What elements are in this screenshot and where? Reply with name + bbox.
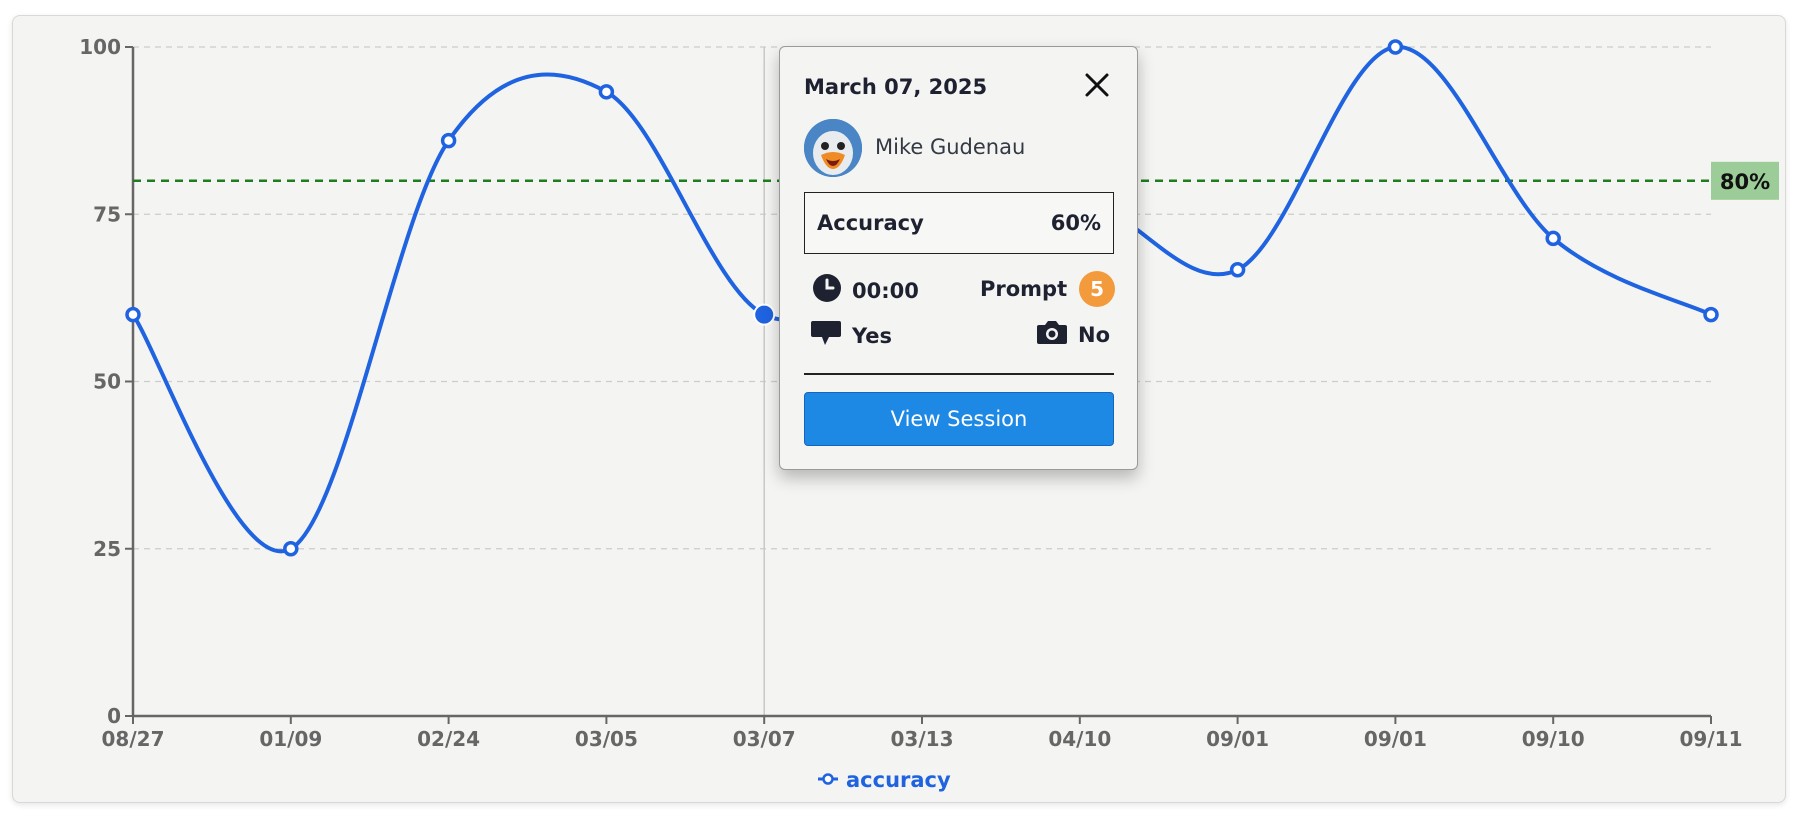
- x-tick-label: 01/09: [259, 727, 322, 751]
- data-point-tooltip: March 07, 2025 Mike Gudenau Accuracy 60%…: [779, 46, 1138, 470]
- x-tick-label: 04/10: [1048, 727, 1111, 751]
- prompt-label: Prompt: [980, 277, 1068, 301]
- tooltip-divider: [804, 373, 1114, 375]
- legend-label: accuracy: [846, 768, 951, 792]
- data-point: [125, 306, 141, 323]
- comment-status: Yes: [810, 319, 892, 352]
- tooltip-date: March 07, 2025: [804, 75, 988, 99]
- prompt-badge: 5: [1079, 271, 1116, 307]
- avatar: [804, 119, 862, 177]
- x-tick-label: 03/07: [733, 727, 796, 751]
- y-tick-label: 25: [93, 537, 121, 561]
- data-point: [1545, 230, 1561, 247]
- target-label-bg: [1711, 161, 1779, 200]
- x-tick-label: 09/01: [1364, 727, 1427, 751]
- x-tick-label: 09/11: [1680, 727, 1743, 751]
- data-point: [1229, 262, 1246, 278]
- x-tick-label: 09/10: [1522, 727, 1585, 751]
- accuracy-value: 60%: [1050, 211, 1101, 235]
- accuracy-label: Accuracy: [817, 211, 924, 235]
- y-tick-label: 0: [107, 704, 121, 728]
- x-tick-label: 09/01: [1206, 727, 1269, 751]
- accuracy-summary: Accuracy 60%: [804, 192, 1114, 254]
- x-tick-label: 03/05: [575, 727, 638, 751]
- duration-value: 00:00: [852, 278, 919, 303]
- x-tick-label: 08/27: [102, 727, 165, 751]
- legend-marker-point: [822, 773, 834, 785]
- y-tick-label: 100: [79, 35, 121, 59]
- photo-status: No: [1036, 319, 1110, 350]
- x-tick-label: 03/13: [891, 727, 954, 751]
- y-tick-label: 75: [93, 202, 121, 226]
- data-point: [440, 132, 457, 149]
- user-name: Mike Gudenau: [875, 135, 1026, 159]
- photo-value: No: [1078, 322, 1111, 347]
- y-tick-label: 50: [93, 370, 121, 394]
- camera-icon: [1036, 319, 1068, 350]
- prompt-count: Prompt 5: [980, 271, 1116, 307]
- data-point: [283, 541, 299, 557]
- view-session-button[interactable]: View Session: [804, 392, 1114, 446]
- comment-value: Yes: [852, 323, 893, 348]
- x-tick-label: 02/24: [417, 727, 480, 751]
- comment-icon: [810, 319, 842, 352]
- clock-icon: [812, 273, 842, 308]
- target-label: 80%: [1720, 170, 1770, 194]
- data-point: [1703, 306, 1719, 323]
- close-icon[interactable]: [1083, 71, 1111, 99]
- data-point: [1387, 39, 1404, 55]
- duration: 00:00: [812, 273, 919, 308]
- data-point-active: [753, 303, 776, 326]
- data-point: [598, 84, 615, 100]
